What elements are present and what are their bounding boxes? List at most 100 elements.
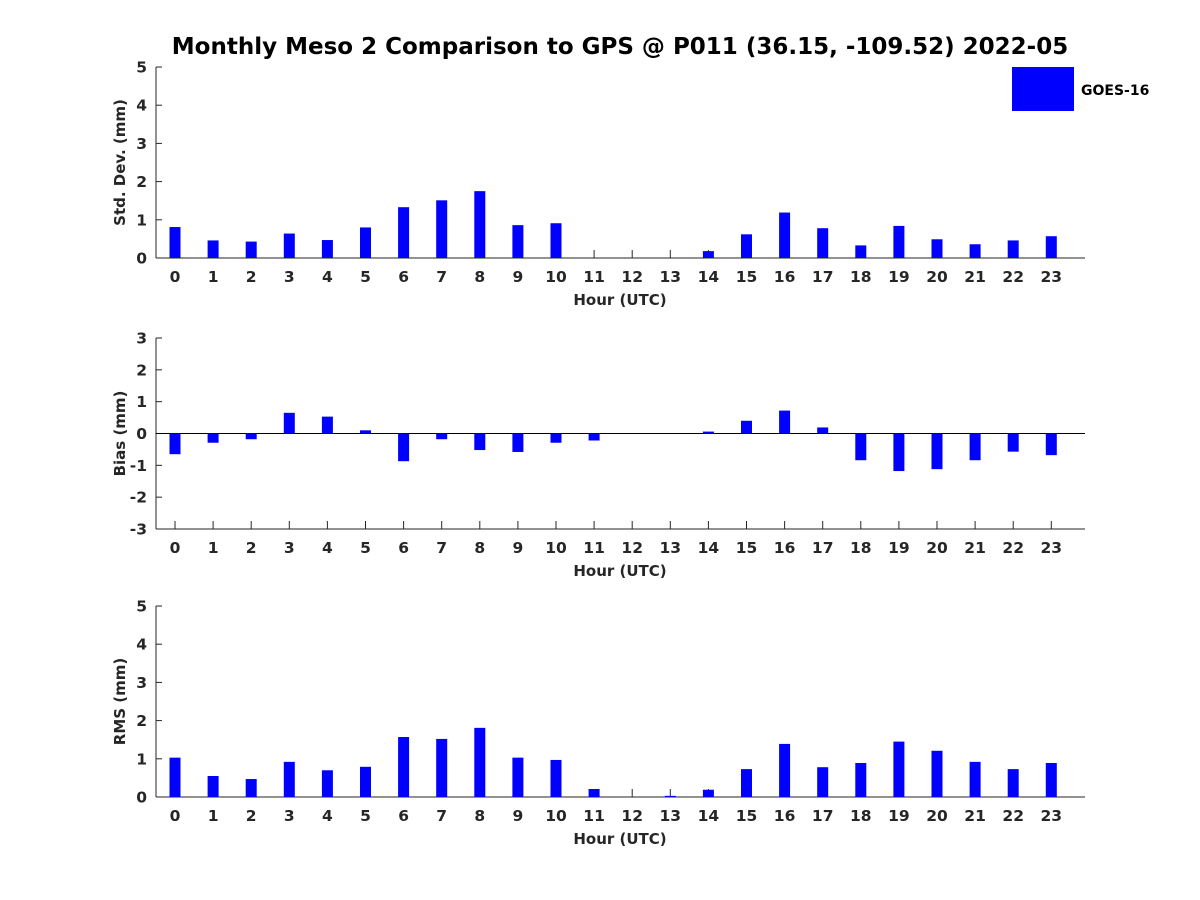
rms-xtick-label: 1 — [208, 807, 219, 825]
bias-bar-3 — [283, 412, 295, 434]
bias-ytick-label: 3 — [136, 330, 147, 348]
rms-bar-14 — [702, 789, 714, 797]
std-dev-xtick-label: 8 — [474, 268, 485, 286]
std-dev-xtick-label: 2 — [246, 268, 257, 286]
std-dev-xtick-label: 9 — [513, 268, 524, 286]
std-dev-bar-22 — [1007, 240, 1019, 258]
bias-xtick-label: 3 — [284, 539, 295, 557]
rms-bar-4 — [321, 770, 333, 797]
rms-xtick-label: 12 — [621, 807, 643, 825]
rms-bar-3 — [283, 761, 295, 797]
std-dev-xtick-label: 3 — [284, 268, 295, 286]
std-dev-bar-15 — [741, 234, 752, 258]
bias-bar-17 — [817, 427, 829, 434]
std-dev-ytick-label: 4 — [136, 97, 147, 115]
rms-bar-7 — [436, 738, 448, 797]
rms-bar-1 — [207, 775, 219, 797]
bias-bar-5 — [360, 430, 371, 434]
std-dev-bar-14 — [702, 251, 714, 258]
std-dev-xtick-label: 17 — [812, 268, 834, 286]
std-dev-bar-7 — [436, 200, 448, 258]
std-dev-xtick-label: 15 — [736, 268, 758, 286]
rms-ytick-label: 1 — [136, 750, 147, 768]
bias-xtick-label: 8 — [474, 539, 485, 557]
std-dev-bar-19 — [893, 225, 905, 258]
bias-xtick-label: 16 — [774, 539, 796, 557]
bias-bar-1 — [207, 433, 219, 443]
rms-ytick-label: 0 — [136, 789, 147, 807]
std-dev-xtick-label: 0 — [170, 268, 181, 286]
std-dev-bar-5 — [360, 227, 371, 258]
bias-xtick-label: 4 — [322, 539, 333, 557]
rms-bar-23 — [1045, 763, 1057, 797]
rms-xtick-label: 18 — [850, 807, 872, 825]
rms-xtick-label: 2 — [246, 807, 257, 825]
bias-bar-2 — [245, 433, 257, 440]
std-dev-bar-3 — [283, 233, 295, 258]
bias-bar-15 — [741, 420, 752, 434]
bias-bar-0 — [169, 433, 181, 455]
std-dev-xtick-label: 23 — [1041, 268, 1063, 286]
std-dev-xtick-label: 6 — [398, 268, 409, 286]
rms-xtick-label: 13 — [660, 807, 682, 825]
bias-bar-9 — [512, 433, 524, 452]
std-dev-ylabel: Std. Dev. (mm) — [111, 99, 129, 226]
rms-xtick-label: 4 — [322, 807, 333, 825]
bias-bar-21 — [969, 433, 981, 461]
rms-xtick-label: 23 — [1041, 807, 1063, 825]
bias-xtick-label: 23 — [1041, 539, 1063, 557]
bias-ylabel: Bias (mm) — [111, 391, 129, 477]
rms-bar-11 — [588, 788, 600, 797]
rms-bar-13 — [664, 795, 676, 797]
bias-bar-8 — [474, 433, 486, 451]
bias-xtick-label: 7 — [436, 539, 447, 557]
rms-bar-22 — [1007, 769, 1019, 797]
std-dev-xtick-label: 21 — [964, 268, 986, 286]
rms-xtick-label: 15 — [736, 807, 758, 825]
bias-xtick-label: 19 — [888, 539, 910, 557]
std-dev-xtick-label: 13 — [660, 268, 682, 286]
rms-bar-2 — [245, 779, 257, 797]
rms-bar-20 — [931, 750, 943, 797]
rms-xtick-label: 9 — [513, 807, 524, 825]
std-dev-bar-21 — [969, 244, 981, 258]
bias-xtick-label: 10 — [545, 539, 567, 557]
std-dev-bar-0 — [169, 227, 181, 258]
rms-bar-16 — [779, 743, 791, 797]
std-dev-xtick-label: 7 — [436, 268, 447, 286]
bias-bar-20 — [931, 433, 943, 470]
std-dev-bar-23 — [1045, 236, 1057, 258]
bias-bar-18 — [855, 433, 867, 461]
bias-bar-7 — [436, 433, 448, 440]
rms-xtick-label: 3 — [284, 807, 295, 825]
std-dev-xtick-label: 1 — [208, 268, 219, 286]
std-dev-xtick-label: 19 — [888, 268, 910, 286]
bias-bar-11 — [588, 433, 600, 441]
rms-ytick-label: 4 — [136, 636, 147, 654]
std-dev-ytick-label: 1 — [136, 211, 147, 229]
bias-ytick-label: 1 — [136, 393, 147, 411]
bias-ytick-label: -1 — [130, 457, 147, 475]
rms-ytick-label: 3 — [136, 674, 147, 692]
rms-xtick-label: 5 — [360, 807, 371, 825]
std-dev-bar-2 — [245, 241, 257, 258]
std-dev-bar-6 — [398, 207, 410, 258]
bias-bar-16 — [779, 410, 791, 434]
std-dev-xtick-label: 4 — [322, 268, 333, 286]
rms-xtick-label: 21 — [964, 807, 986, 825]
std-dev-bar-10 — [550, 223, 562, 258]
std-dev-bar-16 — [779, 212, 791, 258]
bias-bar-22 — [1007, 433, 1019, 452]
std-dev-xtick-label: 22 — [1002, 268, 1024, 286]
legend-swatch-goes16 — [1012, 67, 1074, 111]
bias-bar-14 — [702, 431, 714, 434]
rms-ytick-label: 2 — [136, 712, 147, 730]
bias-xtick-label: 15 — [736, 539, 758, 557]
std-dev-xtick-label: 11 — [583, 268, 605, 286]
bias-xlabel: Hour (UTC) — [573, 562, 666, 580]
